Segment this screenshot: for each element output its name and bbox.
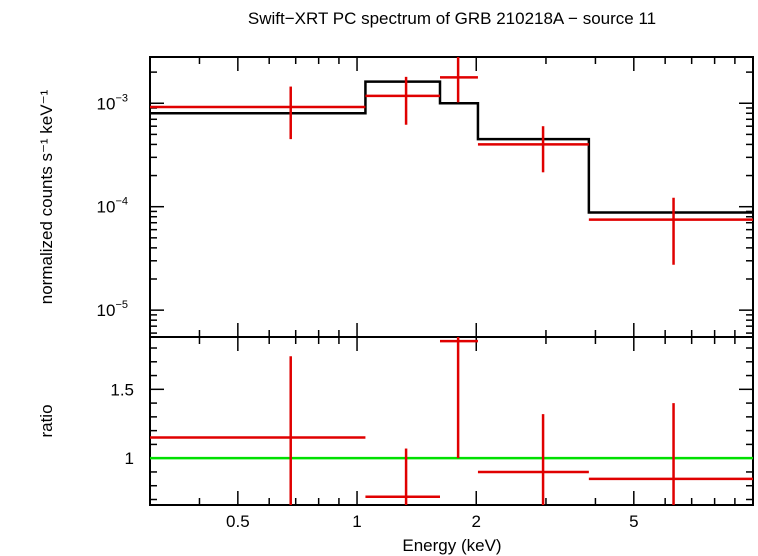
data-point-cross: [365, 76, 440, 125]
top-series: [150, 57, 753, 265]
x-tick-label: 0.5: [226, 512, 250, 531]
bottom-plot-frame: [149, 336, 754, 506]
ratio-point-cross: [588, 403, 753, 505]
x-tick-label: 1: [352, 512, 361, 531]
y-tick-label-bottom: 1.5: [110, 380, 134, 399]
model-step-line: [150, 80, 753, 214]
ratio-point-cross: [150, 356, 366, 505]
x-tick-label: 2: [472, 512, 481, 531]
bottom-panel: 0.5 1 2 5 1 1.5: [110, 336, 754, 531]
ratio-point-cross: [439, 337, 478, 459]
y-axis-label-top: normalized counts s⁻¹ keV⁻¹: [37, 89, 56, 304]
data-point-cross: [150, 86, 366, 140]
ratio-point-cross: [477, 414, 589, 505]
top-ticks: 10−3 10−4 10−5: [97, 57, 754, 337]
x-tick-label: 5: [629, 512, 638, 531]
top-plot-frame: [149, 56, 754, 338]
y-tick-label-top: 10−4: [97, 196, 128, 217]
top-panel: 10−3 10−4 10−5: [97, 56, 754, 338]
data-point-cross: [477, 126, 589, 173]
data-point-cross: [588, 197, 753, 265]
y-tick-label-top: 10−5: [97, 299, 128, 320]
y-tick-label-top: 10−3: [97, 92, 128, 113]
y-tick-label-bottom: 1: [125, 449, 134, 468]
chart-title: Swift−XRT PC spectrum of GRB 210218A − s…: [248, 9, 656, 28]
x-axis-label: Energy (keV): [402, 536, 501, 555]
bottom-ticks: 0.5 1 2 5 1 1.5: [110, 337, 754, 531]
ratio-point-cross: [365, 448, 440, 505]
data-point-cross: [439, 57, 478, 103]
y-axis-label-bottom: ratio: [37, 404, 56, 437]
bottom-series: [150, 337, 753, 505]
